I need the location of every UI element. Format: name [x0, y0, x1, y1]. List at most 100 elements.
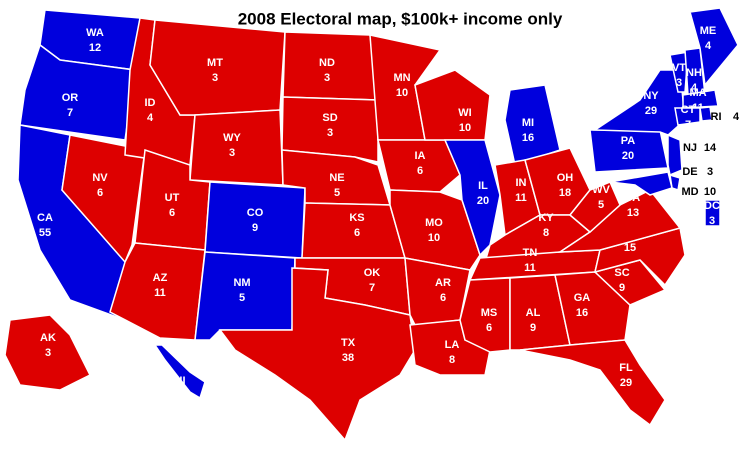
state-shape	[389, 189, 481, 271]
state-votes: 10	[704, 186, 716, 198]
state-votes: 12	[89, 42, 101, 54]
state-votes: 4	[733, 111, 739, 123]
state-abbr: KY	[538, 212, 554, 224]
state-abbr: MO	[425, 217, 443, 229]
state-votes: 18	[559, 187, 571, 199]
state-abbr: NJ	[683, 142, 697, 154]
state-abbr: WI	[458, 107, 471, 119]
state-votes: 9	[252, 222, 258, 234]
state-abbr: IL	[478, 180, 488, 192]
state-abbr: HI	[175, 375, 186, 387]
state-votes: 10	[459, 122, 471, 134]
state-votes: 29	[645, 105, 657, 117]
state-abbr: FL	[619, 362, 633, 374]
state-abbr: SC	[614, 267, 629, 279]
state-votes: 14	[704, 142, 717, 154]
state-votes: 4	[705, 40, 712, 52]
state-votes: 38	[342, 352, 354, 364]
state-shape	[414, 69, 491, 141]
state-votes: 3	[45, 347, 51, 359]
state-votes: 20	[477, 195, 489, 207]
state-abbr: MD	[681, 186, 698, 198]
state-abbr: NV	[92, 172, 108, 184]
state-votes: 11	[524, 262, 536, 274]
state-abbr: NE	[329, 172, 344, 184]
state-shape	[153, 344, 206, 400]
state-shape	[609, 171, 673, 196]
state-abbr: LA	[445, 339, 460, 351]
state-votes: 6	[440, 292, 446, 304]
state-votes: 8	[449, 354, 455, 366]
state-votes: 13	[627, 207, 639, 219]
state-votes: 11	[515, 192, 527, 204]
state-shape	[699, 106, 713, 122]
state-abbr: MA	[689, 87, 706, 99]
state-abbr: AR	[435, 277, 451, 289]
state-votes: 3	[327, 127, 333, 139]
state-abbr: RI	[711, 111, 722, 123]
state-abbr: NM	[233, 277, 250, 289]
state-abbr: ID	[145, 97, 156, 109]
state-abbr: TX	[341, 337, 356, 349]
state-votes: 3	[229, 147, 235, 159]
state-votes: 8	[543, 227, 549, 239]
state-shape	[669, 51, 689, 93]
state-abbr: AL	[526, 307, 541, 319]
state-abbr: AZ	[153, 272, 168, 284]
state-abbr: TN	[523, 247, 538, 259]
state-abbr: SD	[322, 112, 337, 124]
state-abbr: WY	[223, 132, 241, 144]
state-votes: 4	[147, 112, 154, 124]
state-votes: 6	[97, 187, 103, 199]
state-abbr: MN	[393, 72, 410, 84]
state-votes: 7	[369, 282, 375, 294]
state-abbr: NY	[643, 90, 659, 102]
state-abbr: OH	[557, 172, 574, 184]
state-votes: 3	[709, 215, 715, 227]
state-abbr: IA	[415, 150, 426, 162]
state-abbr: VT	[672, 62, 686, 74]
state-votes: 6	[486, 322, 492, 334]
state-shape	[667, 133, 683, 177]
state-votes: 5	[598, 199, 604, 211]
state-shape	[554, 271, 631, 346]
state-abbr: WA	[86, 27, 104, 39]
state-votes: 29	[620, 377, 632, 389]
state-abbr: NH	[686, 67, 702, 79]
state-shape	[519, 339, 666, 427]
state-abbr: UT	[165, 192, 180, 204]
state-abbr: AK	[40, 332, 56, 344]
map-title: 2008 Electoral map, $100k+ income only	[238, 9, 563, 28]
state-shape	[689, 7, 739, 87]
state-abbr: DC	[704, 200, 720, 212]
state-abbr: DE	[682, 166, 697, 178]
state-votes: 5	[239, 292, 245, 304]
state-votes: 3	[707, 166, 713, 178]
state-abbr: CO	[247, 207, 264, 219]
state-votes: 7	[685, 119, 691, 131]
state-abbr: WV	[592, 184, 610, 196]
state-shape	[109, 242, 206, 341]
state-abbr: MS	[481, 307, 498, 319]
state-votes: 16	[522, 132, 534, 144]
state-abbr: CA	[37, 212, 53, 224]
state-votes: 16	[576, 307, 588, 319]
state-abbr: CT	[681, 104, 696, 116]
state-votes: 5	[334, 187, 340, 199]
state-votes: 11	[154, 287, 166, 299]
state-votes: 7	[67, 107, 73, 119]
state-votes: 3	[324, 72, 330, 84]
state-shape	[443, 139, 501, 257]
state-votes: 4	[177, 390, 184, 402]
state-votes: 9	[530, 322, 536, 334]
state-shape	[189, 109, 284, 186]
state-votes: 10	[396, 87, 408, 99]
state-shape	[218, 267, 416, 442]
state-abbr: MI	[522, 117, 534, 129]
state-shape	[682, 89, 719, 109]
state-votes: 10	[428, 232, 440, 244]
state-votes: 9	[619, 282, 625, 294]
state-shape	[568, 181, 621, 233]
state-votes: 3	[676, 77, 682, 89]
